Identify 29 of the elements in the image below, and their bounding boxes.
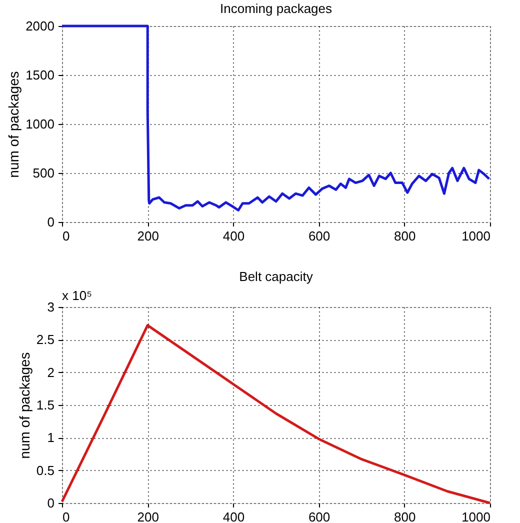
y-tick-label: 0 (47, 214, 54, 230)
y-tick-label: 2.5 (36, 332, 54, 348)
x-tick-label: 400 (222, 510, 245, 523)
y-tick-label: 1 (47, 430, 54, 446)
y-tick-label: 2000 (26, 18, 54, 34)
x-tick-label: 400 (222, 228, 245, 244)
x-tick-label: 200 (137, 228, 159, 244)
y-tick-label: 1000 (26, 116, 54, 132)
x-tick-label: 600 (308, 228, 330, 244)
y-tick-label: 0.5 (36, 462, 54, 478)
chart-title: Incoming packages (220, 1, 333, 16)
y-tick-label: 3 (47, 300, 54, 314)
y-tick-label: 500 (32, 166, 54, 180)
x-tick-label: 0 (62, 228, 70, 244)
y-axis-title: num of packages (16, 352, 32, 459)
y-tick-label: 1.5 (36, 398, 54, 412)
y-tick-label: 2 (47, 364, 54, 380)
text: x 10⁵ (62, 288, 92, 303)
x-tick-label: 1000 (462, 510, 490, 523)
x-tick-label: 200 (137, 510, 159, 523)
y-axis-title: num of packages (6, 71, 22, 178)
y-tick-label: 1500 (26, 68, 54, 82)
x-tick-label: 800 (394, 228, 416, 244)
chart-title: Belt capacity (239, 269, 314, 284)
x-tick-label: 0 (62, 510, 70, 523)
x-tick-label: 600 (308, 510, 330, 523)
x-tick-label: 800 (394, 510, 416, 523)
x-tick-label: 1000 (462, 228, 490, 244)
y-tick-label: 0 (47, 496, 54, 510)
